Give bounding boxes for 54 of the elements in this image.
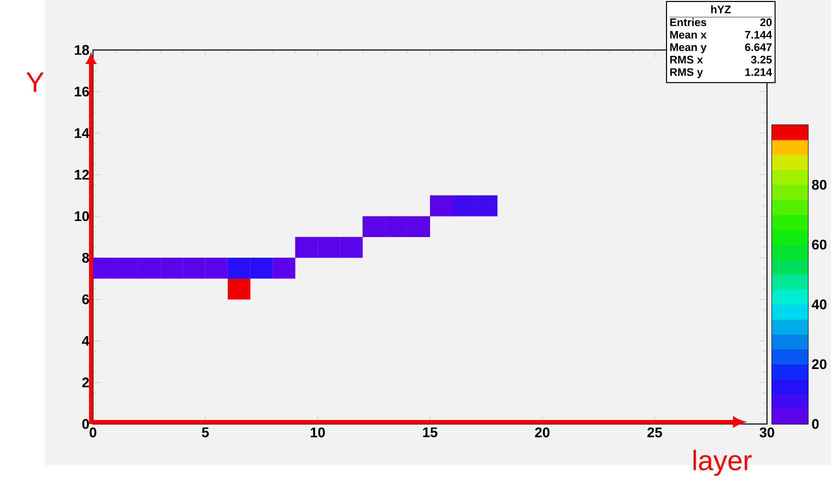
y-tick-label: 4 (82, 336, 90, 346)
annotation: 6.647 (745, 43, 772, 52)
y-tick-label: 8 (82, 252, 90, 263)
y-tick-label: 18 (74, 45, 90, 55)
x-tick-label: 15 (423, 428, 438, 438)
x-tick-label: 10 (310, 427, 325, 438)
point (138, 258, 160, 279)
y-tick-label: 0 (82, 419, 89, 429)
point (340, 236, 363, 258)
annotation: 3.25 (751, 56, 772, 64)
y-axis-title: Y (26, 72, 44, 92)
point (205, 258, 228, 279)
x-tick-label: 30 (760, 427, 774, 438)
y-tick-label: 16 (74, 86, 89, 96)
point (318, 236, 340, 258)
text: Mean x (670, 30, 707, 39)
x-tick-label: 0 (90, 427, 96, 438)
text: hYZ (711, 5, 731, 14)
text: 7.144 (745, 30, 772, 39)
annotation: 1.214 (745, 68, 772, 76)
point (362, 216, 386, 238)
x-axis-title: layer (693, 450, 752, 476)
point (452, 195, 475, 216)
text: 20 (760, 18, 772, 26)
color-bar-label: 20 (812, 359, 826, 370)
point (295, 236, 318, 258)
point (115, 258, 138, 279)
x-tick-label: 25 (647, 427, 662, 438)
y-tick-label: 14 (74, 128, 90, 138)
point (228, 258, 250, 279)
point (160, 258, 183, 279)
point (407, 216, 430, 238)
color-bar-label: 60 (812, 240, 826, 250)
annotation: Mean y (670, 43, 707, 54)
annotation: RMS y (670, 68, 703, 78)
point (228, 278, 250, 300)
y-tick-label: 10 (74, 211, 89, 222)
point (474, 195, 498, 216)
point (182, 258, 206, 279)
point (92, 258, 116, 279)
text: Entries (670, 18, 706, 26)
color-bar-label: 0 (812, 419, 819, 429)
x-tick-label: 5 (202, 428, 209, 438)
point (272, 258, 296, 279)
y-tick-label: 12 (74, 170, 89, 180)
annotation: RMS x (670, 56, 703, 64)
y-tick-label: 6 (82, 294, 89, 304)
y-tick-label: 2 (82, 378, 89, 388)
point (385, 216, 408, 238)
x-tick-label: 20 (535, 427, 550, 438)
color-bar-label: 80 (812, 180, 826, 190)
point (430, 195, 453, 216)
point (250, 258, 273, 279)
color-bar-label: 40 (812, 299, 826, 310)
